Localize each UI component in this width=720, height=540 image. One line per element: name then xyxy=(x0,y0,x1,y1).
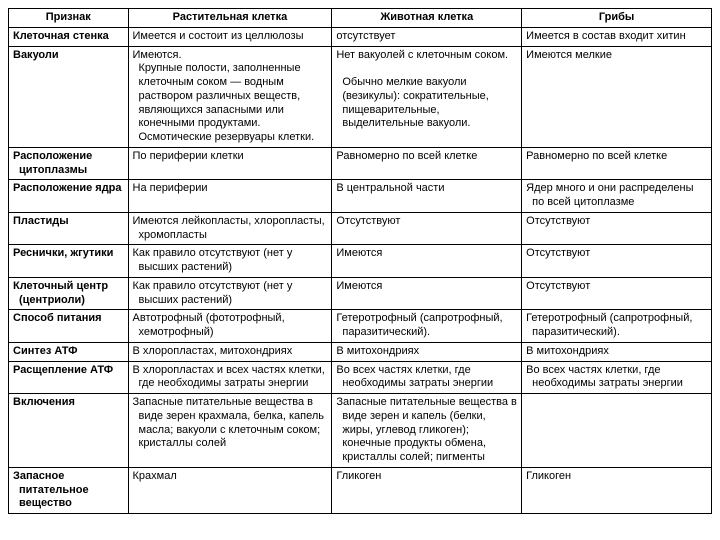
table-row: Синтез АТФВ хлоропластах, митохондрияхВ … xyxy=(9,342,712,361)
cell-animal: Запасные питательные вещества в виде зер… xyxy=(332,394,522,468)
row-label: Способ питания xyxy=(9,310,129,343)
cell-fungi xyxy=(522,394,712,468)
cell-plant: Крахмал xyxy=(128,467,332,513)
cell-plant: В хлоропластах, митохондриях xyxy=(128,342,332,361)
table-header-row: Признак Растительная клетка Животная кле… xyxy=(9,9,712,28)
table-row: Способ питанияАвтотрофный (фототрофный, … xyxy=(9,310,712,343)
row-label: Клеточная стенка xyxy=(9,27,129,46)
row-label: Синтез АТФ xyxy=(9,342,129,361)
cell-plant: Имеются лейкопласты, хлоропласты, хромоп… xyxy=(128,212,332,245)
cell-fungi: Отсутствуют xyxy=(522,245,712,278)
comparison-table: Признак Растительная клетка Животная кле… xyxy=(8,8,712,514)
col-header-feature: Признак xyxy=(9,9,129,28)
cell-animal: В центральной части xyxy=(332,180,522,213)
cell-fungi: Имеются мелкие xyxy=(522,46,712,147)
cell-animal: Отсутствуют xyxy=(332,212,522,245)
row-label: Вакуоли xyxy=(9,46,129,147)
cell-fungi: В митохондриях xyxy=(522,342,712,361)
cell-fungi: Гетеротрофный (сапротрофный, паразитичес… xyxy=(522,310,712,343)
cell-animal: отсутствует xyxy=(332,27,522,46)
table-row: ПластидыИмеются лейкопласты, хлоропласты… xyxy=(9,212,712,245)
table-row: Расщепление АТФВ хлоропластах и всех час… xyxy=(9,361,712,394)
cell-fungi: Во всех частях клетки, где необходимы за… xyxy=(522,361,712,394)
cell-animal: Равномерно по всей клетке xyxy=(332,147,522,180)
table-row: Реснички, жгутикиКак правило отсутствуют… xyxy=(9,245,712,278)
cell-plant: Имеются. Крупные полости, заполненные кл… xyxy=(128,46,332,147)
table-row: Запасное питательное веществоКрахмалГлик… xyxy=(9,467,712,513)
table-row: ВключенияЗапасные питательные вещества в… xyxy=(9,394,712,468)
cell-animal: Во всех частях клетки, где необходимы за… xyxy=(332,361,522,394)
cell-plant: Как правило отсутствуют (нет у высших ра… xyxy=(128,245,332,278)
table-row: ВакуолиИмеются. Крупные полости, заполне… xyxy=(9,46,712,147)
cell-fungi: Имеется в состав входит хитин xyxy=(522,27,712,46)
row-label: Расщепление АТФ xyxy=(9,361,129,394)
cell-animal: Нет вакуолей с клеточным соком. Обычно м… xyxy=(332,46,522,147)
cell-fungi: Ядер много и они распределены по всей ци… xyxy=(522,180,712,213)
cell-animal: Гетеротрофный (сапротрофный, паразитичес… xyxy=(332,310,522,343)
cell-plant: По периферии клетки xyxy=(128,147,332,180)
table-row: Расположение ядраНа периферииВ центральн… xyxy=(9,180,712,213)
cell-fungi: Гликоген xyxy=(522,467,712,513)
cell-fungi: Отсутствуют xyxy=(522,212,712,245)
cell-animal: В митохондриях xyxy=(332,342,522,361)
cell-animal: Имеются xyxy=(332,245,522,278)
table-row: Клеточный центр (центриоли)Как правило о… xyxy=(9,277,712,310)
row-label: Реснички, жгутики xyxy=(9,245,129,278)
col-header-animal: Животная клетка xyxy=(332,9,522,28)
cell-plant: В хлоропластах и всех частях клетки, где… xyxy=(128,361,332,394)
row-label: Пластиды xyxy=(9,212,129,245)
cell-plant: Запасные питательные вещества в виде зер… xyxy=(128,394,332,468)
table-row: Клеточная стенкаИмеется и состоит из цел… xyxy=(9,27,712,46)
cell-plant: Имеется и состоит из целлюлозы xyxy=(128,27,332,46)
row-label: Расположение цитоплазмы xyxy=(9,147,129,180)
cell-animal: Гликоген xyxy=(332,467,522,513)
cell-fungi: Отсутствуют xyxy=(522,277,712,310)
row-label: Расположение ядра xyxy=(9,180,129,213)
cell-plant: На периферии xyxy=(128,180,332,213)
cell-plant: Автотрофный (фототрофный, хемотрофный) xyxy=(128,310,332,343)
table-row: Расположение цитоплазмыПо периферии клет… xyxy=(9,147,712,180)
cell-animal: Имеются xyxy=(332,277,522,310)
row-label: Запасное питательное вещество xyxy=(9,467,129,513)
row-label: Включения xyxy=(9,394,129,468)
cell-fungi: Равномерно по всей клетке xyxy=(522,147,712,180)
cell-plant: Как правило отсутствуют (нет у высших ра… xyxy=(128,277,332,310)
col-header-plant: Растительная клетка xyxy=(128,9,332,28)
row-label: Клеточный центр (центриоли) xyxy=(9,277,129,310)
col-header-fungi: Грибы xyxy=(522,9,712,28)
